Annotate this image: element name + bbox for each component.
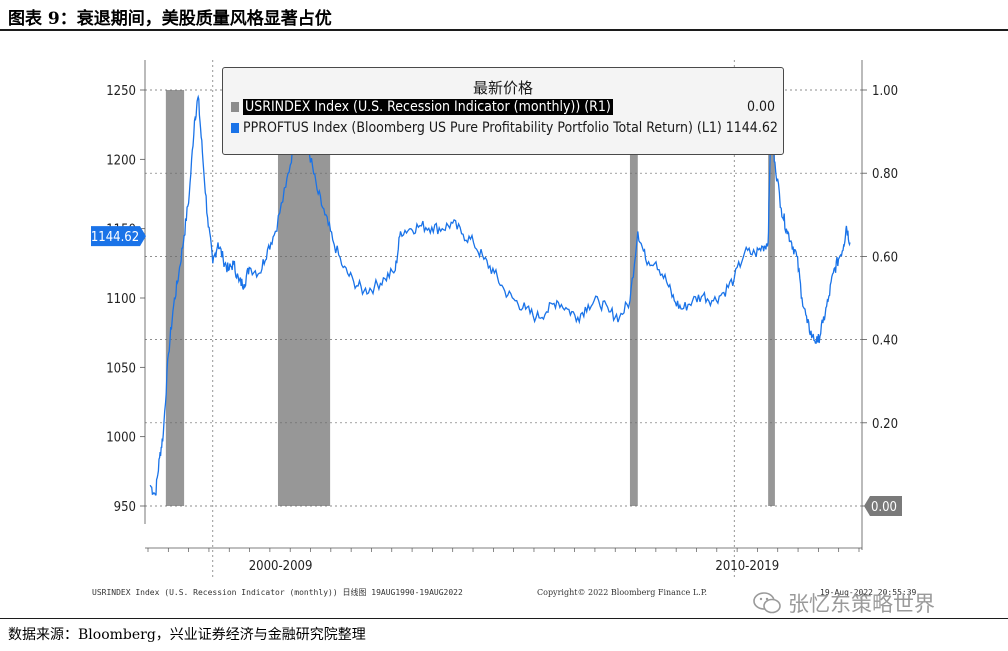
- left-tick-label: 1000: [106, 431, 136, 446]
- x-tick-label: 2010-2019: [715, 559, 779, 574]
- footer-timestamp: 19-Aug-2022 20:55:39: [820, 588, 917, 597]
- legend-swatch-recession: [231, 102, 239, 112]
- source-rule: [0, 618, 1008, 619]
- chart-footer: USRINDEX Index (U.S. Recession Indicator…: [92, 587, 917, 597]
- recession-bars: [165, 90, 775, 506]
- legend-box: 最新价格 USRINDEX Index (U.S. Recession Indi…: [222, 67, 784, 155]
- watermark: 张忆东策略世界: [752, 588, 935, 618]
- title-rule: [0, 29, 1008, 31]
- recession-bar: [629, 90, 638, 506]
- left-tick-label: 1250: [106, 84, 136, 99]
- source-note: 数据来源：Bloomberg，兴业证券经济与金融研究院整理: [8, 627, 366, 643]
- right-tick-label: 1.00: [872, 84, 898, 99]
- wechat-icon: [753, 592, 781, 614]
- left-tick-label: 1050: [106, 361, 136, 376]
- legend-row-recession: USRINDEX Index (U.S. Recession Indicator…: [223, 97, 783, 118]
- right-tick-label: 0.80: [872, 167, 898, 182]
- left-tick-label: 950: [114, 500, 136, 515]
- last-value-label-left: 1144.62: [91, 230, 139, 245]
- legend-label-profitability: PPROFTUS Index (Bloomberg US Pure Profit…: [243, 120, 778, 136]
- right-tick-label: 0.20: [872, 417, 898, 432]
- right-tick-label: 0.60: [872, 250, 898, 265]
- chart: 9501000105011001150120012501144.62 0.200…: [91, 60, 917, 597]
- left-tick-label: 1100: [106, 292, 136, 307]
- recession-bar: [277, 90, 331, 506]
- left-tick-label: 1200: [106, 153, 136, 168]
- legend-label-recession: USRINDEX Index (U.S. Recession Indicator…: [243, 99, 613, 115]
- left-axis: 9501000105011001150120012501144.62: [91, 60, 146, 524]
- legend-value-recession: 0.00: [746, 99, 775, 115]
- right-tick-label: 0.40: [872, 334, 898, 349]
- right-axis: 0.20 0.40 0.60 0.80 1.00 0.00: [861, 60, 902, 550]
- last-value-tag-left: [91, 226, 146, 247]
- profitability-series-line: [149, 94, 851, 496]
- last-value-label-right: 0.00: [871, 500, 897, 515]
- legend-swatch-profitability: [231, 123, 239, 133]
- legend-row-profitability: PPROFTUS Index (Bloomberg US Pure Profit…: [223, 118, 783, 139]
- x-axis: 2000-2009 2010-2019: [145, 547, 862, 574]
- recession-bar: [768, 90, 775, 506]
- footer-series-info: USRINDEX Index (U.S. Recession Indicator…: [92, 587, 463, 597]
- legend-title: 最新价格: [472, 79, 533, 97]
- figure-title: 图表 9：衰退期间，美股质量风格显著占优: [8, 9, 332, 29]
- last-value-tag-right: [864, 496, 902, 516]
- x-tick-label: 2000-2009: [249, 559, 313, 574]
- footer-copyright: Copyright© 2022 Bloomberg Finance L.P.: [537, 588, 707, 597]
- watermark-text: 张忆东策略世界: [788, 592, 935, 616]
